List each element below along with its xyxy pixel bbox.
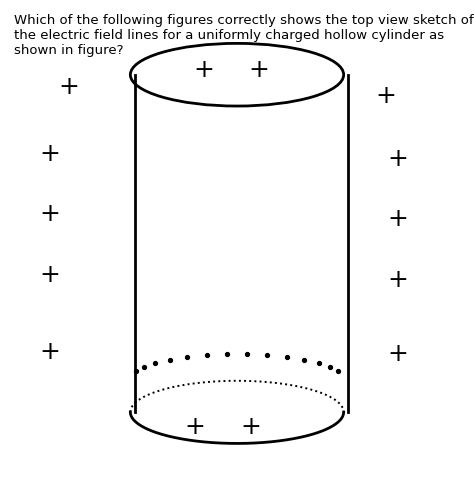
Text: +: + bbox=[184, 415, 205, 439]
Text: +: + bbox=[39, 202, 60, 227]
Text: +: + bbox=[241, 415, 262, 439]
Text: +: + bbox=[39, 263, 60, 287]
Text: +: + bbox=[388, 207, 409, 231]
Text: +: + bbox=[248, 58, 269, 82]
Text: +: + bbox=[193, 58, 214, 82]
Text: Which of the following figures correctly shows the top view sketch of
the electr: Which of the following figures correctly… bbox=[14, 14, 474, 57]
Text: +: + bbox=[376, 84, 397, 108]
Text: +: + bbox=[388, 147, 409, 171]
Text: +: + bbox=[39, 340, 60, 364]
Text: +: + bbox=[388, 342, 409, 366]
Text: +: + bbox=[39, 142, 60, 166]
Text: +: + bbox=[388, 268, 409, 292]
Text: +: + bbox=[58, 75, 79, 99]
